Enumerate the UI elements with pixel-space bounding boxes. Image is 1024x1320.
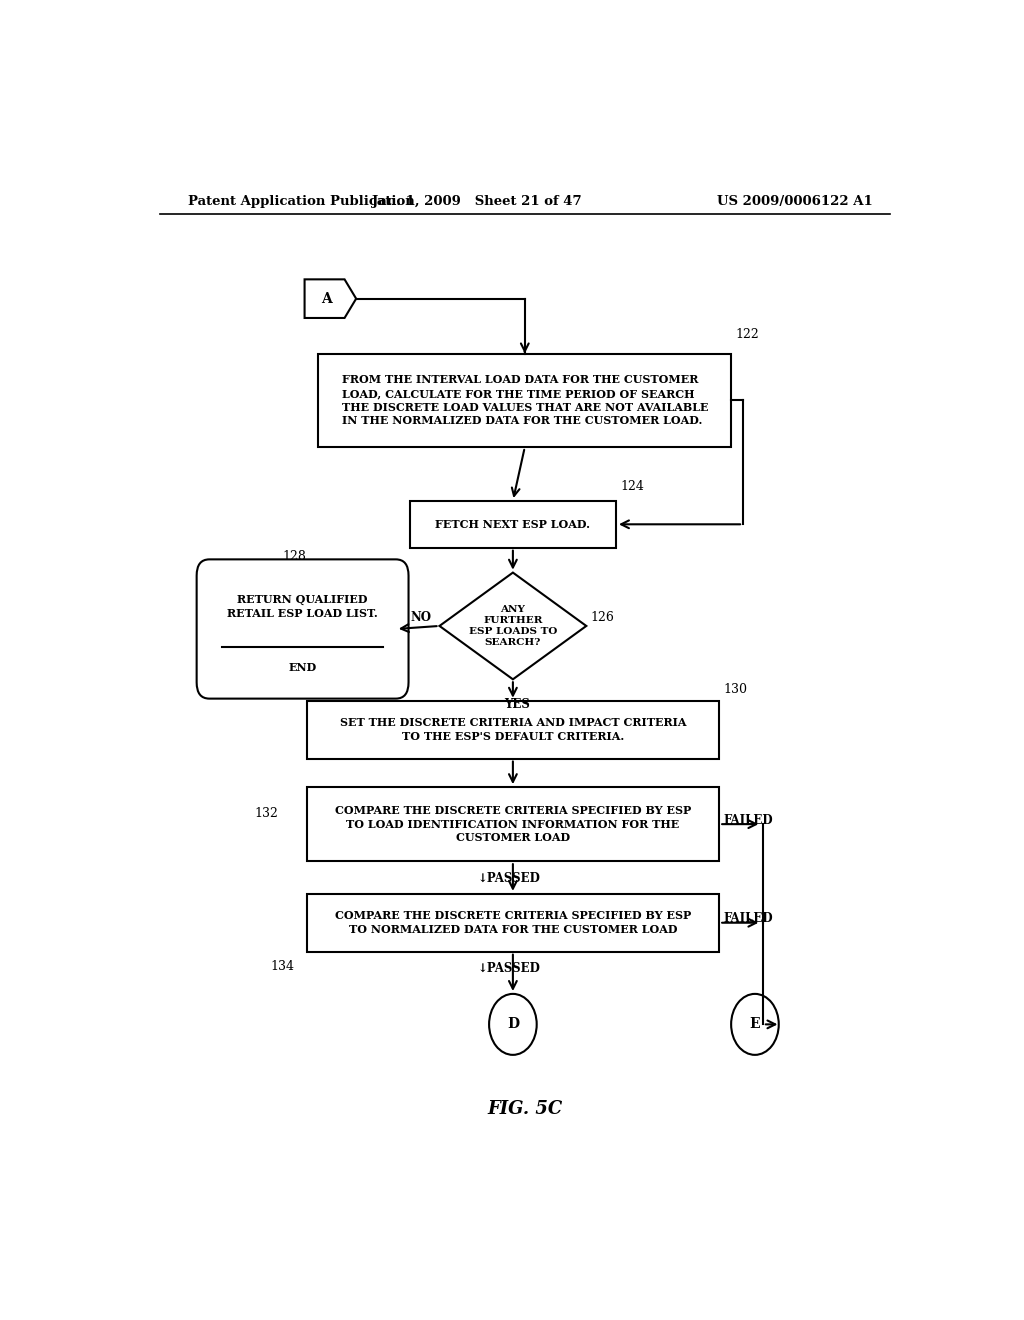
Text: SET THE DISCRETE CRITERIA AND IMPACT CRITERIA
TO THE ESP'S DEFAULT CRITERIA.: SET THE DISCRETE CRITERIA AND IMPACT CRI…	[340, 717, 686, 742]
FancyBboxPatch shape	[318, 354, 731, 447]
Text: US 2009/0006122 A1: US 2009/0006122 A1	[717, 194, 872, 207]
Text: END: END	[289, 663, 316, 673]
Text: 128: 128	[283, 550, 306, 564]
FancyBboxPatch shape	[306, 701, 719, 759]
Polygon shape	[304, 280, 356, 318]
Circle shape	[489, 994, 537, 1055]
Circle shape	[731, 994, 779, 1055]
Text: ↓PASSED: ↓PASSED	[477, 962, 541, 975]
Text: COMPARE THE DISCRETE CRITERIA SPECIFIED BY ESP
TO NORMALIZED DATA FOR THE CUSTOM: COMPARE THE DISCRETE CRITERIA SPECIFIED …	[335, 911, 691, 935]
Text: YES: YES	[504, 697, 529, 710]
Text: 134: 134	[270, 960, 295, 973]
Text: ANY
FURTHER
ESP LOADS TO
SEARCH?: ANY FURTHER ESP LOADS TO SEARCH?	[469, 605, 557, 647]
FancyBboxPatch shape	[197, 560, 409, 698]
Text: 132: 132	[255, 808, 279, 821]
Text: FROM THE INTERVAL LOAD DATA FOR THE CUSTOMER
LOAD, CALCULATE FOR THE TIME PERIOD: FROM THE INTERVAL LOAD DATA FOR THE CUST…	[342, 375, 708, 426]
Text: 124: 124	[620, 479, 644, 492]
Text: FIG. 5C: FIG. 5C	[487, 1100, 562, 1118]
Text: A: A	[322, 292, 332, 306]
Text: Patent Application Publication: Patent Application Publication	[187, 194, 415, 207]
Text: ↓PASSED: ↓PASSED	[477, 871, 541, 884]
FancyBboxPatch shape	[306, 787, 719, 861]
Text: 122: 122	[735, 329, 759, 342]
Text: E: E	[750, 1018, 760, 1031]
Text: 130: 130	[723, 682, 748, 696]
Text: FAILED: FAILED	[723, 912, 773, 925]
Text: D: D	[507, 1018, 519, 1031]
FancyBboxPatch shape	[306, 894, 719, 952]
Text: RETURN QUALIFIED
RETAIL ESP LOAD LIST.: RETURN QUALIFIED RETAIL ESP LOAD LIST.	[227, 594, 378, 619]
FancyBboxPatch shape	[410, 500, 616, 548]
Polygon shape	[439, 573, 587, 680]
Text: NO: NO	[411, 611, 431, 624]
Text: FAILED: FAILED	[723, 813, 773, 826]
Text: 126: 126	[590, 611, 614, 624]
Text: FETCH NEXT ESP LOAD.: FETCH NEXT ESP LOAD.	[435, 519, 591, 529]
Text: Jan. 1, 2009   Sheet 21 of 47: Jan. 1, 2009 Sheet 21 of 47	[373, 194, 582, 207]
Text: COMPARE THE DISCRETE CRITERIA SPECIFIED BY ESP
TO LOAD IDENTIFICATION INFORMATIO: COMPARE THE DISCRETE CRITERIA SPECIFIED …	[335, 805, 691, 843]
